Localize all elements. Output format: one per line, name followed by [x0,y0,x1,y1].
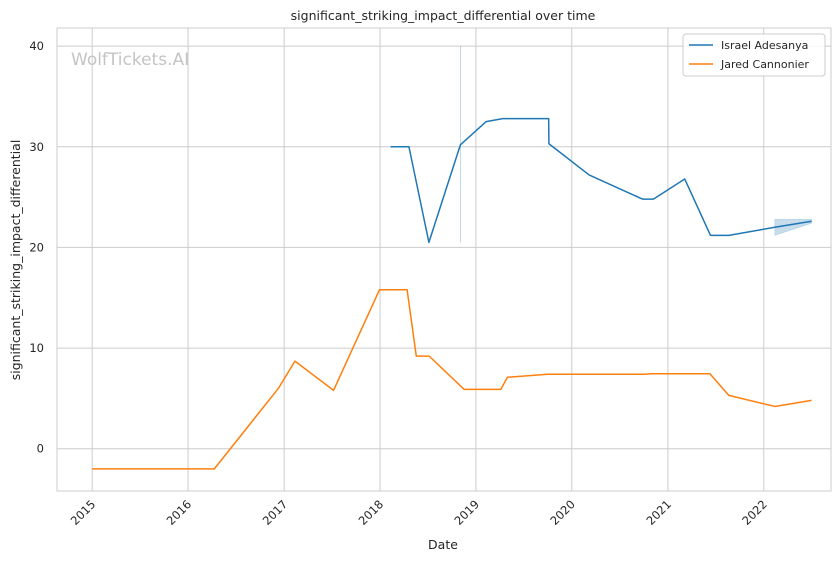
y-tick-label: 20 [29,240,44,254]
y-axis-label: significant_striking_impact_differential [8,140,23,381]
legend-box [682,33,826,77]
x-tick-label: 2019 [451,497,482,528]
legend: Israel Adesanya Jared Cannonier [682,33,826,77]
x-tick-label: 2022 [739,497,770,528]
y-tick-label: 30 [29,140,44,154]
x-tick-label: 2017 [260,497,291,528]
x-tick-label: 2021 [643,497,674,528]
x-tick-label: 2018 [356,497,387,528]
y-tick-label: 10 [29,341,44,355]
series-lines [92,117,812,470]
y-axis-ticks: 0 10 20 30 40 [29,39,44,456]
grid [57,28,831,491]
watermark: WolfTickets.AI [71,50,189,70]
plot-frame [56,27,832,492]
series-line [390,117,812,244]
x-axis-label: Date [428,537,458,552]
x-axis-ticks: 2015 2016 2017 2018 2019 2020 2021 2022 [68,497,770,528]
x-tick-label: 2016 [164,497,195,528]
legend-label: Israel Adesanya [721,39,808,52]
y-tick-label: 40 [29,39,44,53]
series-line [92,288,812,470]
chart-title: significant_striking_impact_differential… [291,8,596,23]
x-tick-label: 2020 [547,497,578,528]
x-tick-label: 2015 [68,497,99,528]
y-tick-label: 0 [37,442,44,456]
legend-label: Jared Cannonier [720,58,809,71]
